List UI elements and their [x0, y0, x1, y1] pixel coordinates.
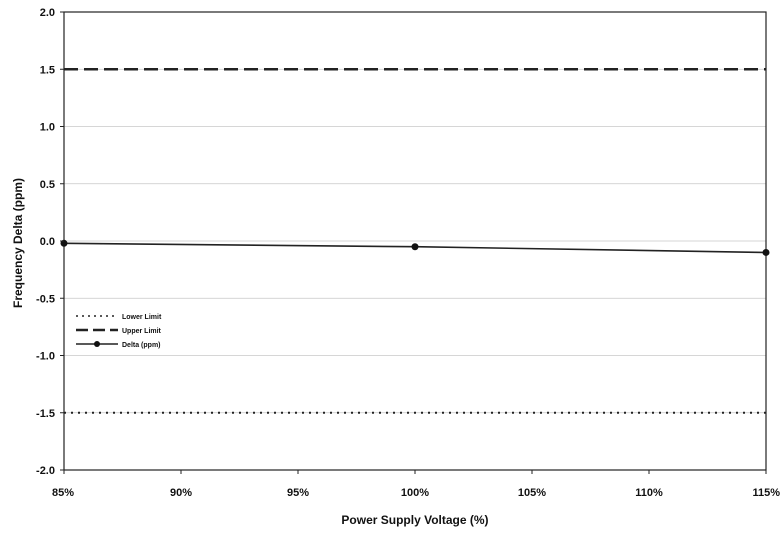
legend-label: Delta (ppm)	[122, 342, 161, 349]
x-tick-label: 100%	[401, 487, 429, 499]
y-tick-label: -1.5	[36, 408, 55, 420]
x-tick-label: 85%	[52, 487, 74, 499]
y-tick-label: 1.0	[40, 122, 55, 134]
y-axis-ticks: 2.0 1.5 1.0 0.5 0.0 -0.5 -1.0 -1.5 -2.0	[36, 7, 64, 477]
x-tick-label: 115%	[752, 487, 780, 499]
grid-lines	[64, 68, 766, 414]
y-axis-title: Frequency Delta (ppm)	[11, 178, 25, 308]
legend: Lower Limit Upper Limit Delta (ppm)	[76, 314, 162, 349]
x-tick-label: 95%	[287, 487, 309, 499]
data-point	[762, 248, 770, 256]
y-tick-label: -2.0	[36, 465, 55, 477]
y-tick-label: -0.5	[36, 293, 55, 305]
data-point	[60, 239, 68, 247]
y-tick-label: 1.5	[40, 64, 55, 76]
legend-marker	[94, 341, 100, 347]
legend-label: Upper Limit	[122, 328, 162, 335]
y-tick-label: 0.5	[40, 179, 55, 191]
legend-label: Lower Limit	[122, 314, 162, 321]
x-tick-label: 90%	[170, 487, 192, 499]
x-axis-ticks: 85% 90% 95% 100% 105% 110% 115%	[52, 470, 780, 499]
x-axis-title: Power Supply Voltage (%)	[341, 513, 488, 527]
x-tick-label: 105%	[518, 487, 546, 499]
x-tick-label: 110%	[635, 487, 663, 499]
y-tick-label: -1.0	[36, 351, 55, 363]
y-tick-label: 2.0	[40, 7, 55, 19]
series-layer	[60, 67, 770, 414]
y-tick-label: 0.0	[40, 236, 55, 248]
data-point	[411, 243, 419, 251]
